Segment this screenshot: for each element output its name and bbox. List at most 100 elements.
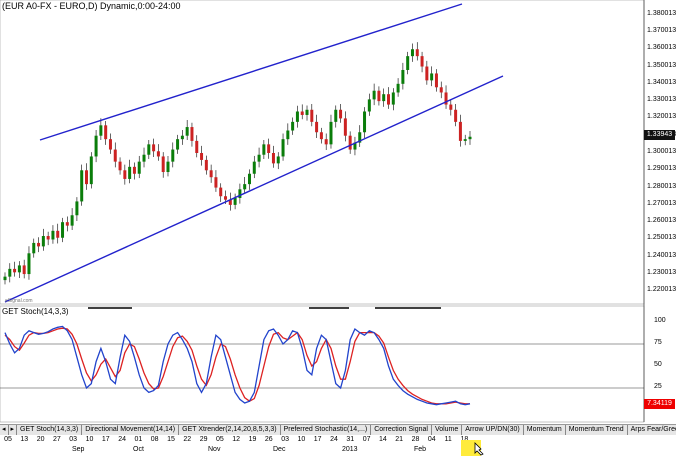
candle-body [142, 154, 146, 162]
price-tick: 1.270013 [647, 199, 676, 207]
date-tick: 10 [297, 436, 306, 443]
price-tick: 1.300013 [647, 148, 676, 155]
candle-body [17, 265, 21, 273]
candle-body [430, 73, 434, 81]
candle-body [51, 230, 55, 240]
stoch-d-line [4, 327, 470, 405]
candle-body [391, 92, 395, 105]
price-candles [3, 42, 472, 285]
date-tick: 03 [69, 436, 78, 443]
candle-body [410, 49, 414, 57]
candle-body [233, 197, 237, 205]
stoch-tick: 50 [654, 361, 662, 368]
candle-body [454, 109, 458, 122]
candle-body [267, 144, 271, 153]
candle-body [415, 49, 419, 57]
candle-body [219, 187, 223, 197]
price-tick: 1.280013 [647, 182, 676, 190]
study-tab[interactable]: GET Xtrender(2,14,20,8,5,3,3) [179, 425, 281, 435]
candle-body [56, 230, 60, 238]
price-tick: 1.380013 [647, 9, 676, 17]
tab-prev-icon[interactable]: ◂ [0, 425, 9, 435]
date-tick: 17 [313, 436, 322, 443]
date-tick: 11 [444, 436, 452, 443]
candle-body [104, 125, 108, 140]
candle-body [363, 111, 367, 133]
month-label: Feb [414, 446, 427, 453]
date-tick: 26 [264, 436, 273, 443]
candle-body [166, 161, 170, 173]
study-tab[interactable]: Directional Movement(14,14) [82, 425, 180, 435]
study-tab[interactable]: Arrow UP/DN(30) [462, 425, 524, 435]
chart-title: (EUR A0-FX - EURO,D) Dynamic,0:00-24:00 [2, 1, 181, 11]
study-tab[interactable]: Momentum [524, 425, 566, 435]
study-tab[interactable]: Volume [432, 425, 463, 435]
candle-body [300, 111, 304, 115]
candle-body [84, 170, 88, 185]
esignal-logo: eSignal.com [5, 298, 33, 304]
candle-body [13, 268, 17, 273]
price-tick: 1.260013 [647, 217, 676, 225]
candle-body [257, 154, 261, 162]
candle-body [305, 109, 309, 115]
candle-body [334, 109, 338, 122]
candle-body [329, 121, 333, 145]
candle-body [200, 153, 204, 160]
stoch-tick: 25 [654, 383, 662, 390]
candle-body [171, 149, 175, 162]
price-tick: 1.340013 [647, 78, 676, 86]
candle-body [401, 69, 405, 84]
candle-body [185, 127, 189, 136]
candle-body [247, 173, 251, 185]
study-tab[interactable]: Momentum Trend [566, 425, 628, 435]
month-label: Sep [72, 446, 85, 453]
tab-next-icon[interactable]: ▸ [9, 425, 18, 435]
date-tick: 29 [199, 436, 208, 443]
study-tab[interactable]: GET Stoch(14,3,3) [17, 425, 83, 435]
stoch-oscillator [0, 325, 644, 406]
upper-trendline [39, 3, 463, 141]
price-tick: 1.320013 [647, 113, 676, 121]
candle-body [32, 242, 36, 254]
price-tick: 1.370013 [647, 26, 676, 34]
candle-body [262, 144, 266, 155]
trend-channel [4, 3, 504, 303]
month-label: 2013 [342, 446, 358, 453]
date-tick: 22 [183, 436, 192, 443]
candle-body [406, 56, 410, 70]
stoch-last-badge: 7.34119 [644, 399, 675, 409]
candle-body [343, 118, 347, 136]
date-tick: 19 [248, 436, 257, 443]
lower-trendline [4, 75, 504, 303]
candle-body [214, 177, 218, 188]
candle-body [147, 144, 151, 155]
candle-body [358, 132, 362, 143]
candle-body [75, 201, 79, 216]
candle-body [286, 130, 290, 140]
date-tick: 17 [101, 436, 110, 443]
stoch-title: GET Stoch(14,3,3) [2, 307, 69, 316]
candle-body [46, 236, 50, 240]
date-tick: 27 [52, 436, 61, 443]
candle-body [132, 166, 136, 174]
time-axis: 05 13 20 27 03 10 17 24 01 08 15 22 29 05 12 19 26 03 10 17… [0, 436, 676, 468]
candle-body [41, 236, 45, 247]
study-tabs: ◂ ▸ GET Stoch(14,3,3) Directional Movemen… [0, 424, 676, 435]
price-tick: 1.330013 [647, 96, 676, 104]
study-tab[interactable]: Preferred Stochastic(14,...) [281, 425, 372, 435]
study-tab[interactable]: Arps Fear/Greed [628, 425, 676, 435]
candle-body [204, 159, 208, 171]
candle-body [444, 92, 448, 105]
study-tab[interactable]: Correction Signal [371, 425, 432, 435]
date-tick: 12 [232, 436, 241, 443]
candle-body [108, 139, 112, 150]
candle-body [396, 83, 400, 93]
candle-body [89, 156, 93, 185]
date-tick: 15 [167, 436, 175, 443]
candle-body [434, 73, 438, 88]
candle-body [22, 265, 26, 275]
candle-body [468, 136, 472, 140]
date-tick: 05 [4, 436, 12, 443]
candle-body [61, 222, 65, 238]
